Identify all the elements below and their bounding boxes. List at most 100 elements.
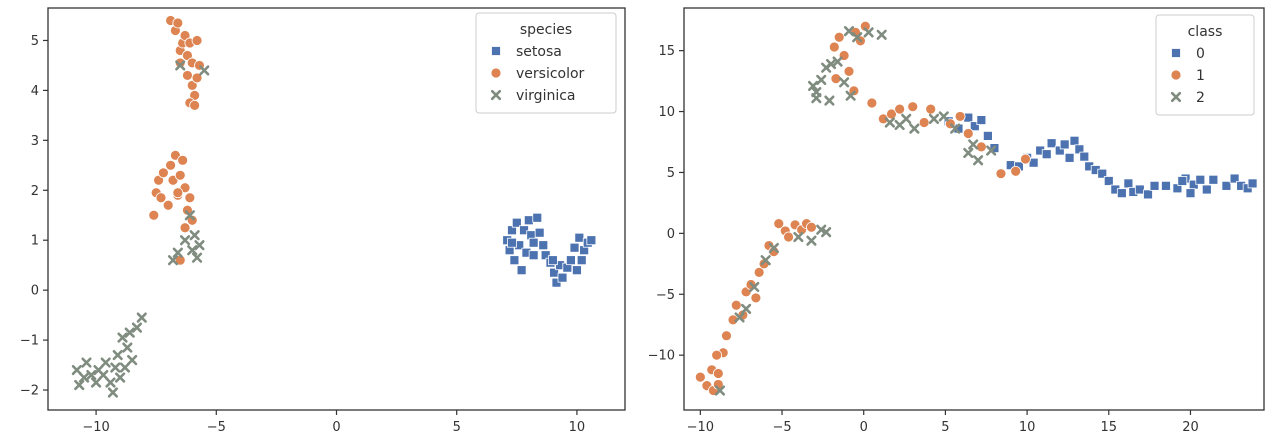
data-point [863, 27, 874, 38]
data-point [1054, 145, 1065, 156]
data-point [1229, 173, 1240, 184]
data-point [191, 252, 203, 263]
data-point [78, 372, 90, 383]
data-point [783, 231, 794, 243]
data-point [124, 327, 135, 338]
data-point [191, 35, 203, 46]
data-point [839, 77, 850, 88]
data-point [1069, 135, 1080, 146]
legend-title: species [520, 22, 572, 38]
data-point [962, 128, 974, 139]
data-point [1074, 144, 1085, 155]
data-point [81, 357, 92, 368]
y-tick-label: 0 [667, 227, 675, 242]
data-point [714, 385, 726, 396]
data-point [876, 29, 887, 40]
data-point [566, 255, 576, 266]
data-point [975, 141, 987, 153]
data-point [172, 247, 183, 258]
data-point [119, 362, 131, 373]
data-point [511, 217, 522, 228]
data-point [184, 192, 196, 204]
y-tick-label: −5 [656, 288, 675, 303]
data-point [1143, 189, 1153, 200]
legend-label: 0 [1196, 46, 1205, 62]
data-point [894, 103, 906, 115]
data-point [1079, 151, 1090, 162]
y-tick-label: 15 [658, 44, 675, 59]
series-2 [714, 26, 997, 396]
data-point [1134, 184, 1145, 195]
y-tick-label: −2 [20, 384, 39, 399]
legend-marker [491, 46, 501, 56]
y-tick-label: 10 [658, 105, 675, 120]
data-point [165, 159, 177, 171]
data-point [877, 113, 889, 125]
data-point [773, 218, 785, 230]
series-setosa [502, 212, 597, 288]
series-1 [694, 20, 1031, 396]
y-tick-label: −1 [20, 334, 39, 349]
series-virginica [71, 60, 210, 398]
data-point [182, 70, 193, 81]
x-tick-label: 10 [569, 420, 586, 435]
legend: species setosa versicolor virginica [475, 12, 617, 114]
data-point [768, 242, 779, 254]
data-point [179, 235, 191, 246]
data-point [1201, 184, 1212, 195]
data-point [167, 255, 179, 266]
data-point [793, 231, 804, 243]
data-point [569, 242, 580, 253]
data-point [721, 330, 732, 342]
data-point [712, 368, 724, 379]
data-point [866, 97, 878, 109]
data-point [884, 117, 895, 128]
data-point [547, 255, 558, 266]
data-point [509, 255, 520, 266]
data-point [734, 312, 745, 323]
series-0 [943, 112, 1258, 200]
data-point [1161, 180, 1171, 191]
data-point [172, 187, 184, 199]
data-point [950, 123, 961, 134]
legend: class 0 1 2 [1155, 14, 1255, 116]
data-point [963, 147, 974, 159]
data-point [586, 235, 597, 246]
data-point [71, 364, 82, 376]
y-tick-label: 3 [31, 134, 39, 149]
data-point [1221, 180, 1232, 191]
data-point [174, 57, 186, 69]
data-point [182, 50, 193, 61]
data-point [186, 214, 198, 226]
data-point [516, 265, 527, 276]
data-point [507, 237, 517, 248]
data-point [982, 131, 993, 141]
data-point [976, 115, 987, 125]
data-point [1064, 152, 1075, 163]
data-point [182, 204, 193, 216]
data-point [811, 93, 822, 104]
data-point [806, 221, 817, 233]
data-point [107, 387, 119, 398]
data-point [523, 215, 534, 226]
data-point [174, 169, 186, 181]
data-point [112, 349, 123, 361]
data-point [1208, 174, 1219, 185]
data-point [954, 111, 966, 122]
data-point [968, 139, 979, 150]
data-point [749, 281, 760, 293]
data-point [852, 32, 863, 43]
x-tick-label: 10 [1019, 420, 1036, 435]
legend-marker [1170, 91, 1182, 103]
data-point [576, 255, 587, 266]
data-point [730, 299, 742, 311]
data-point [191, 72, 203, 84]
data-point [175, 60, 186, 71]
legend-box [1155, 14, 1255, 116]
x-tick-label: 0 [860, 420, 868, 435]
data-point [986, 145, 997, 156]
data-point [186, 80, 198, 91]
data-point [894, 119, 905, 131]
legend-box [475, 12, 617, 114]
data-point [918, 117, 930, 128]
